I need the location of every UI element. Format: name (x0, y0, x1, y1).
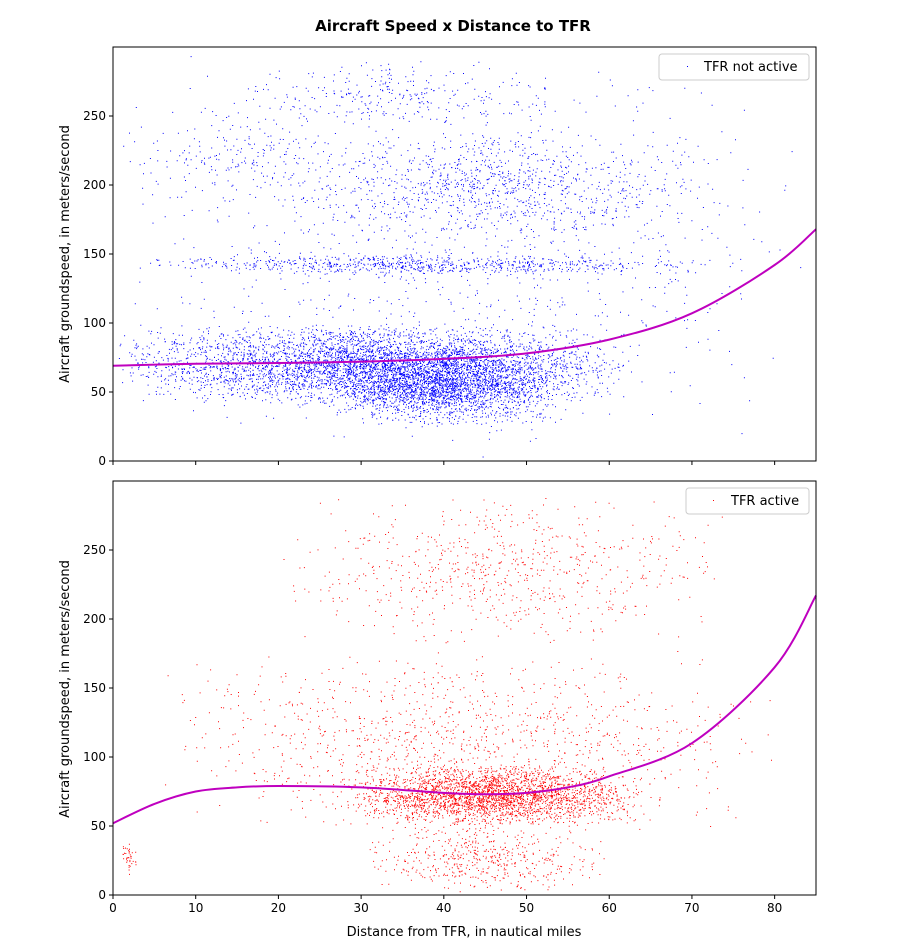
bottom-plot-area (113, 481, 816, 895)
bottom-scatter-points (122, 498, 773, 893)
top-legend-label: TFR not active (703, 60, 798, 75)
top-y-axis: 0 50 100 150 200 250 (83, 109, 113, 468)
top-legend-marker (687, 66, 688, 67)
bottom-x-tick-label: 80 (767, 901, 782, 915)
bottom-y-tick-label: 50 (91, 819, 106, 833)
bottom-fit-curve (112, 595, 817, 825)
bottom-y-axis-label: Aircraft groundspeed, in meters/second (58, 560, 73, 818)
top-y-tick-label: 50 (91, 385, 106, 399)
bottom-x-tick-label: 20 (271, 901, 286, 915)
top-y-tick-label: 200 (83, 178, 106, 192)
bottom-scatter-series (122, 498, 773, 893)
top-fit-curve (112, 228, 817, 367)
bottom-y-tick-label: 0 (98, 888, 106, 902)
bottom-legend-box (685, 487, 810, 515)
bottom-x-tick-label: 50 (519, 901, 534, 915)
top-scatter-series (118, 56, 802, 458)
bottom-legend-label: TFR active (730, 494, 799, 509)
bottom-legend-marker (713, 500, 714, 501)
top-scatter-points (118, 56, 802, 458)
bottom-y-tick-label: 200 (83, 612, 106, 626)
top-y-tick-label: 150 (83, 247, 106, 261)
top-chart: 0 50 100 150 200 250 Aircraft groundspeed, in… (58, 46, 817, 468)
bottom-y-axis: 0 50 100 150 200 250 (83, 543, 113, 902)
figure-title: Aircraft Speed x Distance to TFR (315, 17, 591, 35)
bottom-x-tick-label: 40 (436, 901, 451, 915)
top-y-tick-label: 250 (83, 109, 106, 123)
top-y-tick-label: 100 (83, 316, 106, 330)
top-y-axis-label: Aircraft groundspeed, in meters/second (58, 125, 73, 383)
top-x-axis (112, 461, 776, 465)
bottom-y-tick-label: 250 (83, 543, 106, 557)
bottom-x-tick-label: 30 (353, 901, 368, 915)
bottom-x-axis-label: Distance from TFR, in nautical miles (347, 925, 582, 940)
bottom-x-tick-label: 0 (109, 901, 117, 915)
top-legend-box (658, 53, 810, 81)
bottom-x-tick-label: 70 (684, 901, 699, 915)
top-y-tick-label: 0 (98, 454, 106, 468)
top-plot-area (113, 47, 816, 461)
bottom-x-axis: 0 10 20 30 40 50 60 70 80 (109, 895, 782, 915)
bottom-y-tick-label: 100 (83, 750, 106, 764)
bottom-y-tick-label: 150 (83, 681, 106, 695)
bottom-chart: 0 10 20 30 40 50 60 70 80 0 50 100 150 200 250 Aircra… (58, 480, 817, 940)
top-legend: TFR not active (658, 53, 810, 81)
bottom-x-tick-label: 10 (188, 901, 203, 915)
bottom-legend: TFR active (685, 487, 810, 515)
bottom-x-tick-label: 60 (602, 901, 617, 915)
